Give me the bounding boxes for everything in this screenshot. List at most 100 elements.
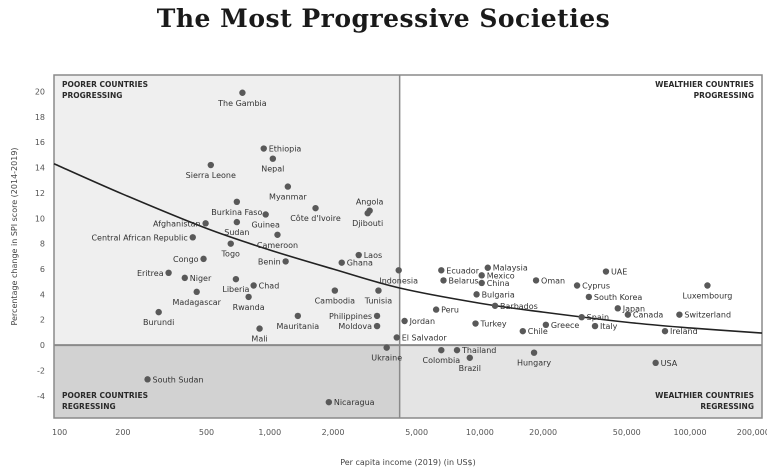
point-madagascar <box>193 288 200 296</box>
point-label-benin: Benin <box>258 257 281 266</box>
point-label-ireland: Ireland <box>670 327 698 336</box>
point-cyprus <box>573 282 581 289</box>
point-china <box>478 279 485 287</box>
point-label-the-gambia: The Gambia <box>217 99 267 108</box>
point-togo <box>227 240 234 247</box>
point-jordan <box>401 317 408 325</box>
quadrant-poorer-regressing <box>54 345 400 418</box>
point-nepal <box>269 155 277 162</box>
quadrant-label-wealthier-progressing: PROGRESSING <box>694 91 754 100</box>
point-label-greece: Greece <box>551 321 580 330</box>
point-label-spain: Spain <box>587 313 609 322</box>
point-label-liberia: Liberia <box>222 285 249 294</box>
quadrant-label-poorer-regressing: REGRESSING <box>62 402 116 411</box>
x-tick-label: 2,000 <box>322 428 345 437</box>
point-burundi <box>155 308 162 316</box>
quadrant-label-wealthier-regressing: WEALTHIER COUNTRIES <box>655 391 754 400</box>
point-label-central-african-republic: Central African Republic <box>91 233 187 242</box>
point-label-congo: Congo <box>173 255 199 264</box>
y-tick-label: 6 <box>40 265 45 274</box>
point-indonesia <box>395 267 402 274</box>
point-label-niger: Niger <box>190 274 212 283</box>
x-tick-label: 200,000 <box>737 428 767 437</box>
point-myanmar <box>284 183 292 190</box>
y-tick-label: -4 <box>37 392 45 401</box>
point-label-hungary: Hungary <box>517 359 551 368</box>
point-south-korea <box>585 293 593 301</box>
point-label-indonesia: Indonesia <box>379 276 418 285</box>
point-peru <box>432 306 440 313</box>
quadrant-label-poorer-progressing: POORER COUNTRIES <box>62 80 148 89</box>
point-thailand <box>453 346 461 354</box>
point-central-african-republic <box>189 234 196 241</box>
point-oman <box>532 277 540 284</box>
point-label-uae: UAE <box>611 268 627 277</box>
point-label-turkey: Turkey <box>480 320 507 329</box>
point-guinea <box>262 211 269 218</box>
point-label-belarus: Belarus <box>449 276 479 285</box>
point-label-chad: Chad <box>259 281 280 290</box>
point-label-thailand: Thailand <box>461 346 496 355</box>
point-chad <box>250 282 257 289</box>
quadrant-labels: POORER COUNTRIES PROGRESSING WEALTHIER COU… <box>62 80 754 411</box>
point-label-mexico: Mexico <box>487 271 515 280</box>
point-label-djibouti: Djibouti <box>352 219 383 228</box>
point-moldova <box>373 322 381 330</box>
point-label-luxembourg: Luxembourg <box>683 291 733 300</box>
point-chile <box>519 327 527 335</box>
point-nicaragua <box>325 398 333 406</box>
point-label-barbados: Barbados <box>500 302 538 311</box>
point-label-usa: USA <box>661 359 678 368</box>
point-label-ghana: Ghana <box>347 259 373 268</box>
point-label-south-sudan: South Sudan <box>153 375 204 384</box>
point-label-madagascar: Madagascar <box>172 298 221 307</box>
point-south-sudan <box>144 376 151 383</box>
point-label-ethiopia: Ethiopia <box>269 145 302 154</box>
point-label-myanmar: Myanmar <box>269 193 307 202</box>
y-tick-label: 8 <box>40 240 45 249</box>
point-tunisia <box>375 287 382 294</box>
quadrant-poorer-progressing <box>54 75 400 346</box>
point-label-cambodia: Cambodia <box>315 297 356 306</box>
point-hungary <box>530 349 538 356</box>
y-tick-label: 18 <box>35 113 45 122</box>
point-label-guinea: Guinea <box>251 220 279 229</box>
quadrant-label-wealthier-progressing: WEALTHIER COUNTRIES <box>655 80 754 89</box>
point-burkina-faso <box>233 198 241 206</box>
point-label-nicaragua: Nicaragua <box>334 398 375 407</box>
quadrant-wealthier-regressing <box>399 345 762 418</box>
point-spain <box>578 313 585 321</box>
point-cambodia <box>331 287 339 294</box>
point-djibouti <box>364 210 371 217</box>
point-liberia <box>232 275 240 283</box>
x-tick-label: 50,000 <box>613 428 641 437</box>
x-tick-label: 20,000 <box>529 428 557 437</box>
point-label-bulgaria: Bulgaria <box>482 290 515 299</box>
point-barbados <box>491 302 499 309</box>
y-tick-label: 2 <box>40 316 45 325</box>
x-tick-label: 5,000 <box>405 428 428 437</box>
point-label-chile: Chile <box>528 327 548 336</box>
point-ecuador <box>438 267 445 274</box>
point-italy <box>591 322 599 330</box>
point-label-laos: Laos <box>364 251 382 260</box>
point-label-cameroon: Cameroon <box>257 241 298 250</box>
point-brazil <box>466 354 473 361</box>
point-afghanistan <box>202 220 209 227</box>
point-label-colombia: Colombia <box>423 356 461 365</box>
point-label-peru: Peru <box>441 306 459 315</box>
point-cameroon <box>274 231 281 238</box>
point-label-sudan: Sudan <box>224 228 249 237</box>
x-tick-label: 200 <box>115 428 130 437</box>
point-sierra-leone <box>207 161 215 169</box>
point-label-ukraine: Ukraine <box>371 354 402 363</box>
point-label-canada: Canada <box>633 311 664 320</box>
quadrant-label-poorer-progressing: PROGRESSING <box>62 91 122 100</box>
x-tick-label: 10,000 <box>466 428 494 437</box>
point-label-south-korea: South Korea <box>594 293 643 302</box>
point-luxembourg <box>704 282 711 289</box>
point-label-philippines: Philippines <box>329 312 372 321</box>
point-label-china: China <box>487 279 510 288</box>
quadrant-backgrounds <box>53 74 763 419</box>
point-label-eritrea: Eritrea <box>137 269 164 278</box>
